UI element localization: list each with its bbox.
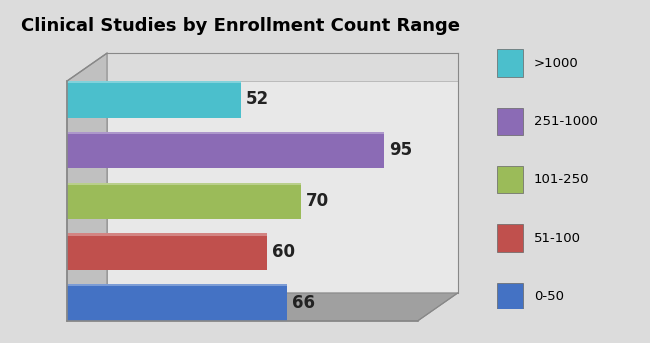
Text: 95: 95 — [389, 141, 413, 159]
Text: 0-50: 0-50 — [534, 290, 564, 303]
Bar — [67, 183, 301, 185]
Bar — [497, 108, 523, 135]
Text: Clinical Studies by Enrollment Count Range: Clinical Studies by Enrollment Count Ran… — [21, 17, 460, 35]
Text: 251-1000: 251-1000 — [534, 115, 598, 128]
Bar — [107, 81, 458, 293]
Bar — [497, 224, 523, 252]
Text: 101-250: 101-250 — [534, 173, 590, 186]
Bar — [67, 284, 287, 321]
Text: 70: 70 — [306, 192, 329, 210]
Polygon shape — [67, 53, 107, 321]
Text: >1000: >1000 — [534, 57, 578, 70]
Bar — [67, 132, 384, 134]
Bar — [67, 132, 384, 168]
Bar — [67, 81, 240, 118]
Polygon shape — [67, 293, 458, 321]
Bar — [67, 234, 267, 270]
Text: 66: 66 — [292, 294, 315, 311]
Bar — [67, 234, 267, 236]
Text: 51-100: 51-100 — [534, 232, 581, 245]
Text: 60: 60 — [272, 243, 295, 261]
Bar — [67, 183, 301, 219]
Bar — [497, 283, 523, 310]
Bar — [497, 166, 523, 193]
Bar — [67, 81, 240, 83]
Bar — [497, 49, 523, 77]
Bar — [67, 284, 287, 286]
Text: 52: 52 — [246, 90, 269, 108]
